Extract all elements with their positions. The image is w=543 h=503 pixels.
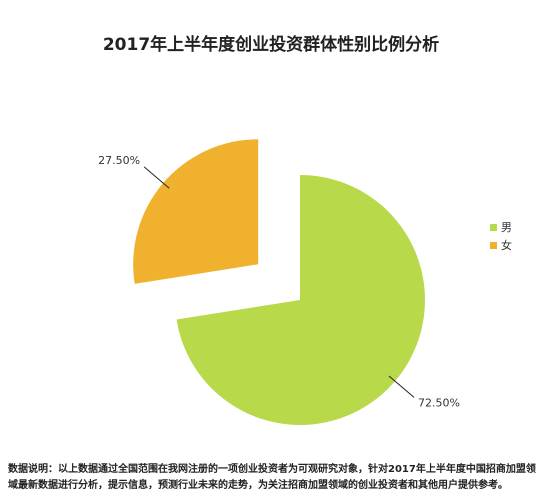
leader-line: [143, 166, 170, 189]
legend-label: 男: [501, 221, 512, 234]
pie-slice: [133, 139, 259, 284]
chart: 2017年上半年度创业投资群体性别比例分析 72.50% 男 27.50% 女: [98, 34, 512, 426]
chart-title: 2017年上半年度创业投资群体性别比例分析: [103, 34, 439, 55]
legend-swatch: [490, 224, 497, 231]
legend-label: 女: [501, 238, 512, 252]
data-label: 72.50%: [418, 396, 460, 409]
data-label: 27.50%: [98, 154, 140, 167]
legend-swatch: [490, 242, 497, 249]
pie-slice: [176, 175, 425, 426]
note: 数据说明：以上数据通过全国范围在我网注册的一项创业投资者为可观研究对象，针对20…: [8, 464, 536, 491]
leader-line: [388, 375, 415, 398]
